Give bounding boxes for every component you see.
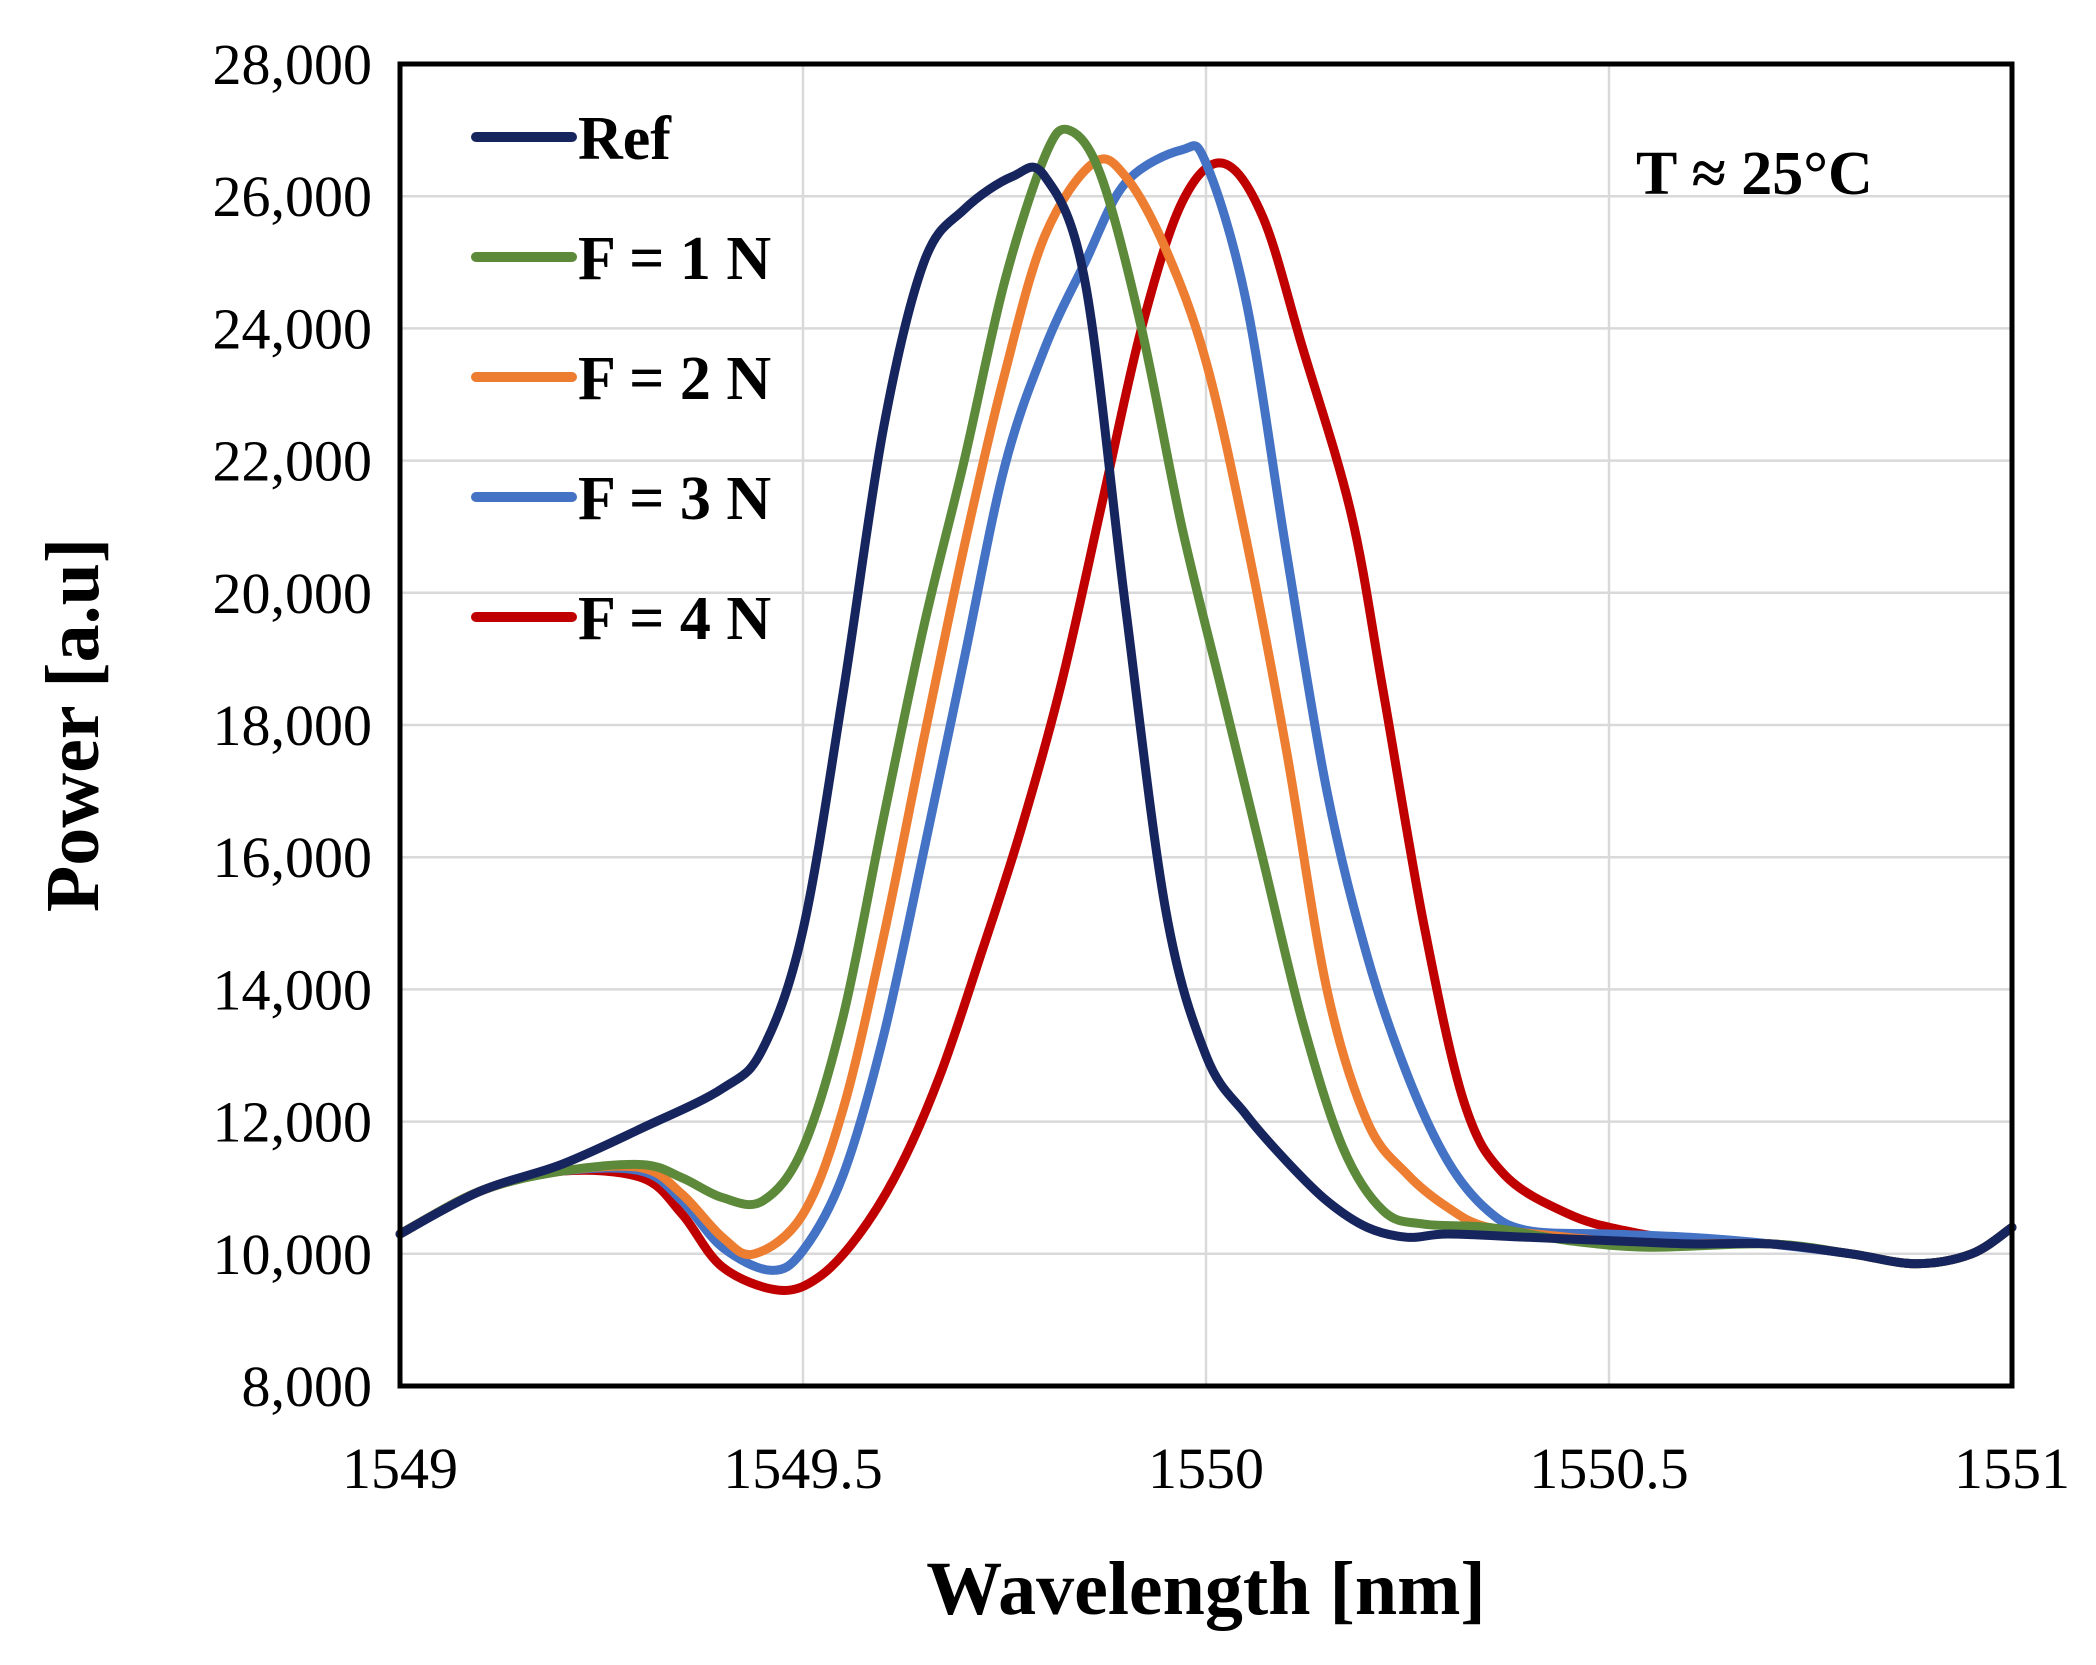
legend-label-f2n: F = 2 N [578, 345, 771, 413]
series-line-ref [395, 162, 2017, 1269]
series-line-f4n [395, 158, 2017, 1295]
x-tick-label: 1550.5 [1529, 1436, 1689, 1501]
y-tick-label: 24,000 [213, 296, 373, 361]
y-tick-label: 22,000 [213, 429, 373, 494]
legend: Ref F = 1 N F = 2 N F = 3 N F = 4 N [471, 105, 771, 653]
legend-label-f4n: F = 4 N [578, 585, 771, 653]
y-tick-label: 16,000 [213, 825, 373, 890]
x-tick-label: 1550 [1148, 1436, 1264, 1501]
plot-frame [397, 61, 2015, 1389]
y-tick-label: 12,000 [213, 1090, 373, 1155]
temperature-annotation: T ≈ 25°C [1636, 140, 1873, 208]
legend-label-f3n: F = 3 N [578, 465, 771, 533]
y-axis-ticks: 8,000 10,000 12,000 14,000 16,000 18,000 20,00… [213, 32, 373, 1419]
x-tick-label: 1549.5 [723, 1436, 883, 1501]
x-tick-label: 1549 [342, 1436, 458, 1501]
x-axis-title: Wavelength [nm] [926, 1547, 1485, 1631]
y-tick-label: 8,000 [242, 1354, 373, 1419]
y-tick-label: 28,000 [213, 32, 373, 97]
legend-label-ref: Ref [578, 105, 672, 173]
y-axis-title: Power [a.u] [31, 538, 115, 912]
series-line-f3n [395, 141, 2017, 1275]
x-tick-label: 1551 [1954, 1436, 2070, 1501]
legend-label-f1n: F = 1 N [578, 225, 771, 293]
y-tick-label: 18,000 [213, 693, 373, 758]
y-tick-label: 20,000 [213, 561, 373, 626]
series-group [395, 124, 2017, 1295]
x-axis-ticks: 1549 1549.5 1550 1550.5 1551 [342, 1436, 2070, 1501]
y-tick-label: 10,000 [213, 1222, 373, 1287]
y-tick-label: 26,000 [213, 164, 373, 229]
y-tick-label: 14,000 [213, 957, 373, 1022]
